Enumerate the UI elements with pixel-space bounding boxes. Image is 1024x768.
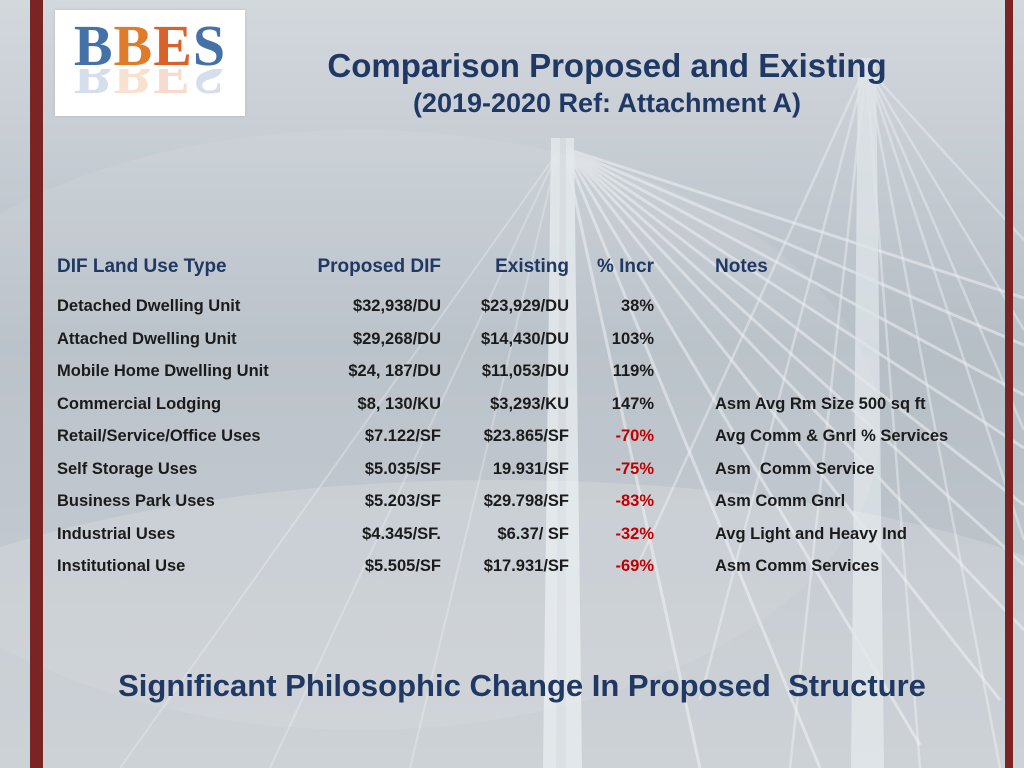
cell-land-use: Self Storage Uses	[57, 459, 198, 478]
cell-pct-incr: -69%	[615, 557, 654, 575]
table-row: Institutional Use $5.505/SF $17.931/SF -…	[57, 550, 994, 583]
table-row: Retail/Service/Office Uses $7.122/SF $23…	[57, 420, 994, 453]
bbes-logo: BBES BBES	[55, 10, 245, 116]
cell-land-use: Retail/Service/Office Uses	[57, 427, 261, 445]
logo-letter: E	[153, 13, 193, 78]
cell-existing: $14,430/DU	[480, 329, 569, 348]
bbes-logo-text: BBES	[55, 15, 245, 77]
title-line-2: (2019-2020 Ref: Attachment A)	[412, 88, 802, 118]
cell-notes: Avg Comm & Gnrl % Services	[715, 427, 949, 445]
cell-proposed-dif: $5.203/SF	[364, 492, 441, 510]
cell-pct-incr: 103%	[611, 329, 654, 348]
cell-existing: $3,293/KU	[490, 394, 569, 413]
logo-letter: B	[73, 13, 114, 78]
cell-proposed-dif: $4.345/SF.	[362, 524, 441, 543]
slide-title: Comparison Proposed and Existing (2019-2…	[200, 46, 1014, 120]
cell-land-use: Attached Dwelling Unit	[57, 329, 237, 348]
cell-pct-incr: 38%	[620, 297, 654, 315]
cell-existing: $17.931/SF	[483, 557, 569, 575]
cell-proposed-dif: $5.035/SF	[364, 459, 441, 478]
cell-notes: Asm Comm Gnrl	[715, 492, 846, 510]
cell-existing: $29.798/SF	[483, 492, 569, 510]
cell-existing: $23.865/SF	[483, 427, 569, 445]
cell-pct-incr: -75%	[615, 459, 654, 478]
logo-letter: B	[113, 13, 154, 78]
cell-existing: $11,053/DU	[481, 362, 569, 380]
cell-notes: Avg Light and Heavy Ind	[715, 524, 907, 543]
cell-notes	[654, 290, 994, 323]
cell-pct-incr: -32%	[615, 524, 654, 543]
cell-notes	[654, 355, 994, 388]
table-row: Commercial Lodging $8, 130/KU $3,293/KU …	[57, 388, 994, 421]
header-proposed-dif: Proposed DIF	[317, 256, 441, 277]
cell-notes: Asm Comm Service	[715, 459, 875, 478]
cell-land-use: Business Park Uses	[57, 492, 215, 510]
cell-pct-incr: 119%	[612, 362, 654, 380]
logo-letter: B	[113, 69, 154, 103]
table-row: Detached Dwelling Unit $32,938/DU $23,92…	[57, 290, 994, 323]
cell-existing: $23,929/DU	[480, 297, 569, 315]
table-header-row: DIF Land Use Type Proposed DIF Existing …	[57, 252, 994, 282]
cell-land-use: Industrial Uses	[57, 524, 176, 543]
logo-letter: E	[153, 69, 193, 103]
logo-letter: S	[192, 13, 227, 78]
cell-notes: Asm Comm Services	[715, 557, 880, 575]
table-row: Attached Dwelling Unit $29,268/DU $14,43…	[57, 323, 994, 356]
title-line-1: Comparison Proposed and Existing	[327, 47, 887, 84]
cell-proposed-dif: $29,268/DU	[352, 329, 441, 348]
dif-comparison-table: DIF Land Use Type Proposed DIF Existing …	[57, 252, 994, 583]
cell-pct-incr: -70%	[615, 427, 654, 445]
cell-proposed-dif: $24, 187/DU	[348, 362, 441, 380]
footer-statement: Significant Philosophic Change In Propos…	[118, 668, 926, 703]
table-row: Industrial Uses $4.345/SF. $6.37/ SF -32…	[57, 518, 994, 551]
header-existing: Existing	[495, 256, 569, 277]
table-rows: Detached Dwelling Unit $32,938/DU $23,92…	[57, 290, 994, 583]
cell-land-use: Commercial Lodging	[57, 394, 222, 413]
cell-pct-incr: -83%	[615, 492, 654, 510]
cell-notes: Asm Avg Rm Size 500 sq ft	[715, 394, 926, 413]
table-row: Business Park Uses $5.203/SF $29.798/SF …	[57, 485, 994, 518]
logo-letter: B	[73, 69, 114, 103]
cell-pct-incr: 147%	[611, 394, 654, 413]
table-row: Self Storage Uses $5.035/SF 19.931/SF -7…	[57, 453, 994, 486]
header-notes: Notes	[715, 256, 768, 277]
cell-land-use: Detached Dwelling Unit	[57, 297, 241, 315]
left-red-border	[30, 0, 43, 768]
cell-proposed-dif: $32,938/DU	[352, 297, 441, 315]
cell-proposed-dif: $5.505/SF	[364, 557, 441, 575]
header-dif-land-use-type: DIF Land Use Type	[57, 256, 227, 277]
cell-existing: 19.931/SF	[492, 459, 569, 478]
header-pct-incr: % Incr	[596, 256, 654, 277]
table-row: Mobile Home Dwelling Unit $24, 187/DU $1…	[57, 355, 994, 388]
cell-proposed-dif: $8, 130/KU	[357, 394, 441, 413]
right-red-border	[1005, 0, 1013, 768]
cell-land-use: Mobile Home Dwelling Unit	[57, 362, 269, 380]
cell-land-use: Institutional Use	[57, 557, 186, 575]
cell-proposed-dif: $7.122/SF	[364, 427, 441, 445]
cell-notes	[654, 323, 994, 356]
cell-existing: $6.37/ SF	[497, 524, 569, 543]
